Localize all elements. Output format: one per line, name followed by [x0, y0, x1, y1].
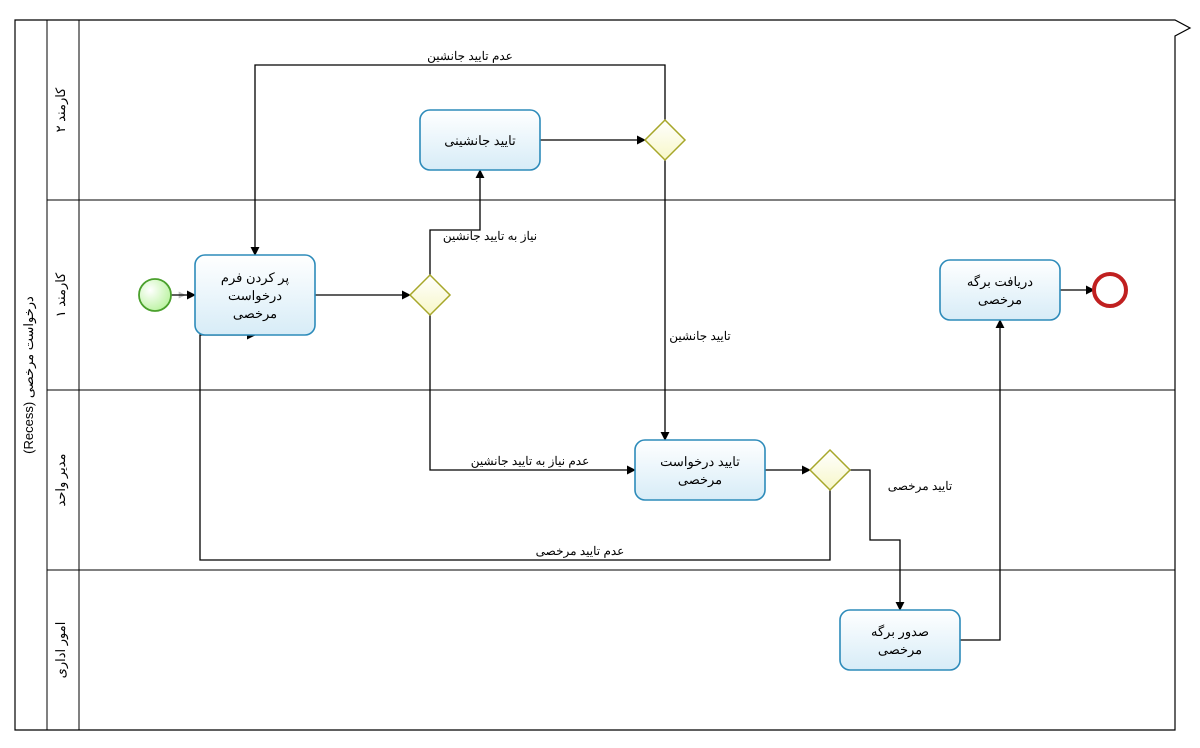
edge-label: تایید مرخصی — [888, 479, 952, 493]
task-label: دریافت برگه — [967, 274, 1033, 290]
edge-label: عدم تایید مرخصی — [536, 544, 625, 558]
task-label: مرخصی — [678, 472, 722, 488]
start-event — [139, 279, 171, 311]
task — [635, 440, 765, 500]
gateway — [410, 275, 450, 315]
task-label: صدور برگه — [871, 624, 929, 640]
task-label: تایید جانشینی — [444, 133, 516, 148]
lanes: کارمند ۲ کارمند ۱ مدیر واحد امور اداری — [47, 87, 1175, 679]
task — [840, 610, 960, 670]
lane-label: کارمند ۱ — [53, 272, 69, 318]
sequence-flow — [430, 315, 635, 470]
task-label: مرخصی — [978, 292, 1022, 308]
sequence-flow — [960, 320, 1000, 640]
lane-label: امور اداری — [53, 622, 69, 679]
task — [940, 260, 1060, 320]
task-label: تایید درخواست — [660, 454, 740, 470]
edge-label: تایید جانشین — [669, 329, 730, 343]
pool: درخواست مرخصی (Recess) — [15, 20, 1190, 730]
edge-label: نیاز به تایید جانشین — [443, 229, 537, 243]
edges — [171, 65, 1094, 640]
end-event — [1094, 274, 1126, 306]
task-label: پر کردن فرم — [221, 270, 290, 286]
bpmn-diagram: درخواست مرخصی (Recess) کارمند ۲ کارمند ۱ م… — [0, 0, 1200, 748]
lane-label: کارمند ۲ — [53, 87, 69, 133]
edge-label: عدم تایید جانشین — [427, 49, 513, 63]
gateway — [645, 120, 685, 160]
task-label: درخواست — [228, 288, 282, 304]
pool-title: درخواست مرخصی (Recess) — [21, 296, 37, 454]
task-label: مرخصی — [878, 642, 922, 658]
task-label: مرخصی — [233, 306, 277, 322]
gateway — [810, 450, 850, 490]
edge-label: عدم نیاز به تایید جانشین — [471, 454, 590, 468]
sequence-flow — [430, 170, 480, 275]
gateways — [410, 120, 850, 490]
lane-label: مدیر واحد — [53, 454, 69, 507]
